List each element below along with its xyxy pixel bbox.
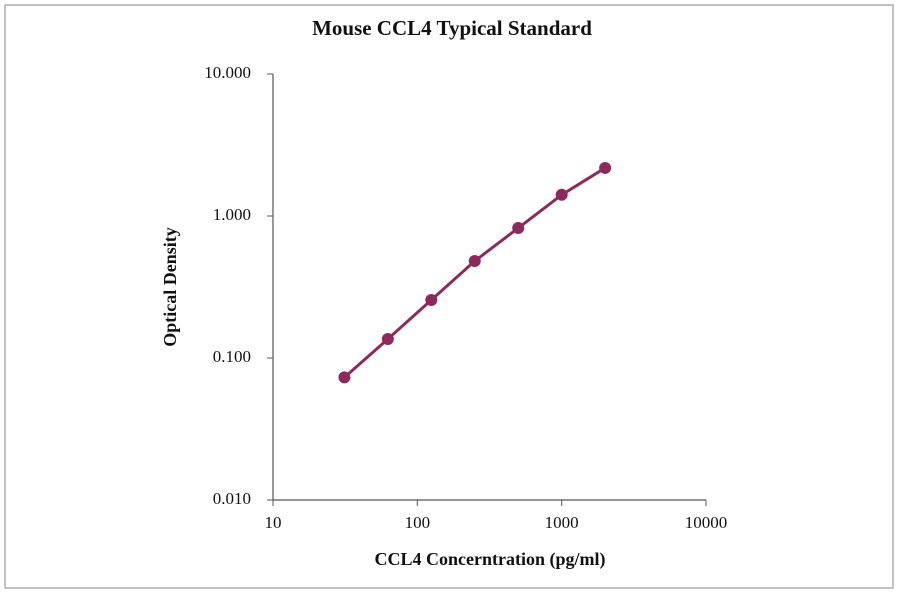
data-point — [381, 333, 394, 346]
data-point — [599, 161, 612, 174]
x-tick-label: 1000 — [545, 513, 579, 532]
y-tick-label: 0.010 — [213, 489, 251, 508]
y-tick-label: 0.100 — [213, 347, 251, 366]
x-tick-label: 100 — [405, 513, 431, 532]
data-point — [425, 294, 438, 307]
data-point — [512, 222, 525, 235]
chart-title: Mouse CCL4 Typical Standard — [312, 16, 592, 40]
data-point — [555, 188, 568, 201]
x-tick-label: 10 — [265, 513, 282, 532]
y-tick-label: 1.000 — [213, 205, 251, 224]
x-tick-label: 10000 — [685, 513, 728, 532]
y-axis-label: Optical Density — [160, 227, 180, 347]
frame — [4, 4, 894, 589]
x-axis-label: CCL4 Concerntration (pg/ml) — [375, 549, 606, 570]
data-point — [468, 255, 481, 268]
y-tick-label: 10.000 — [204, 63, 251, 82]
data-point — [338, 371, 351, 384]
